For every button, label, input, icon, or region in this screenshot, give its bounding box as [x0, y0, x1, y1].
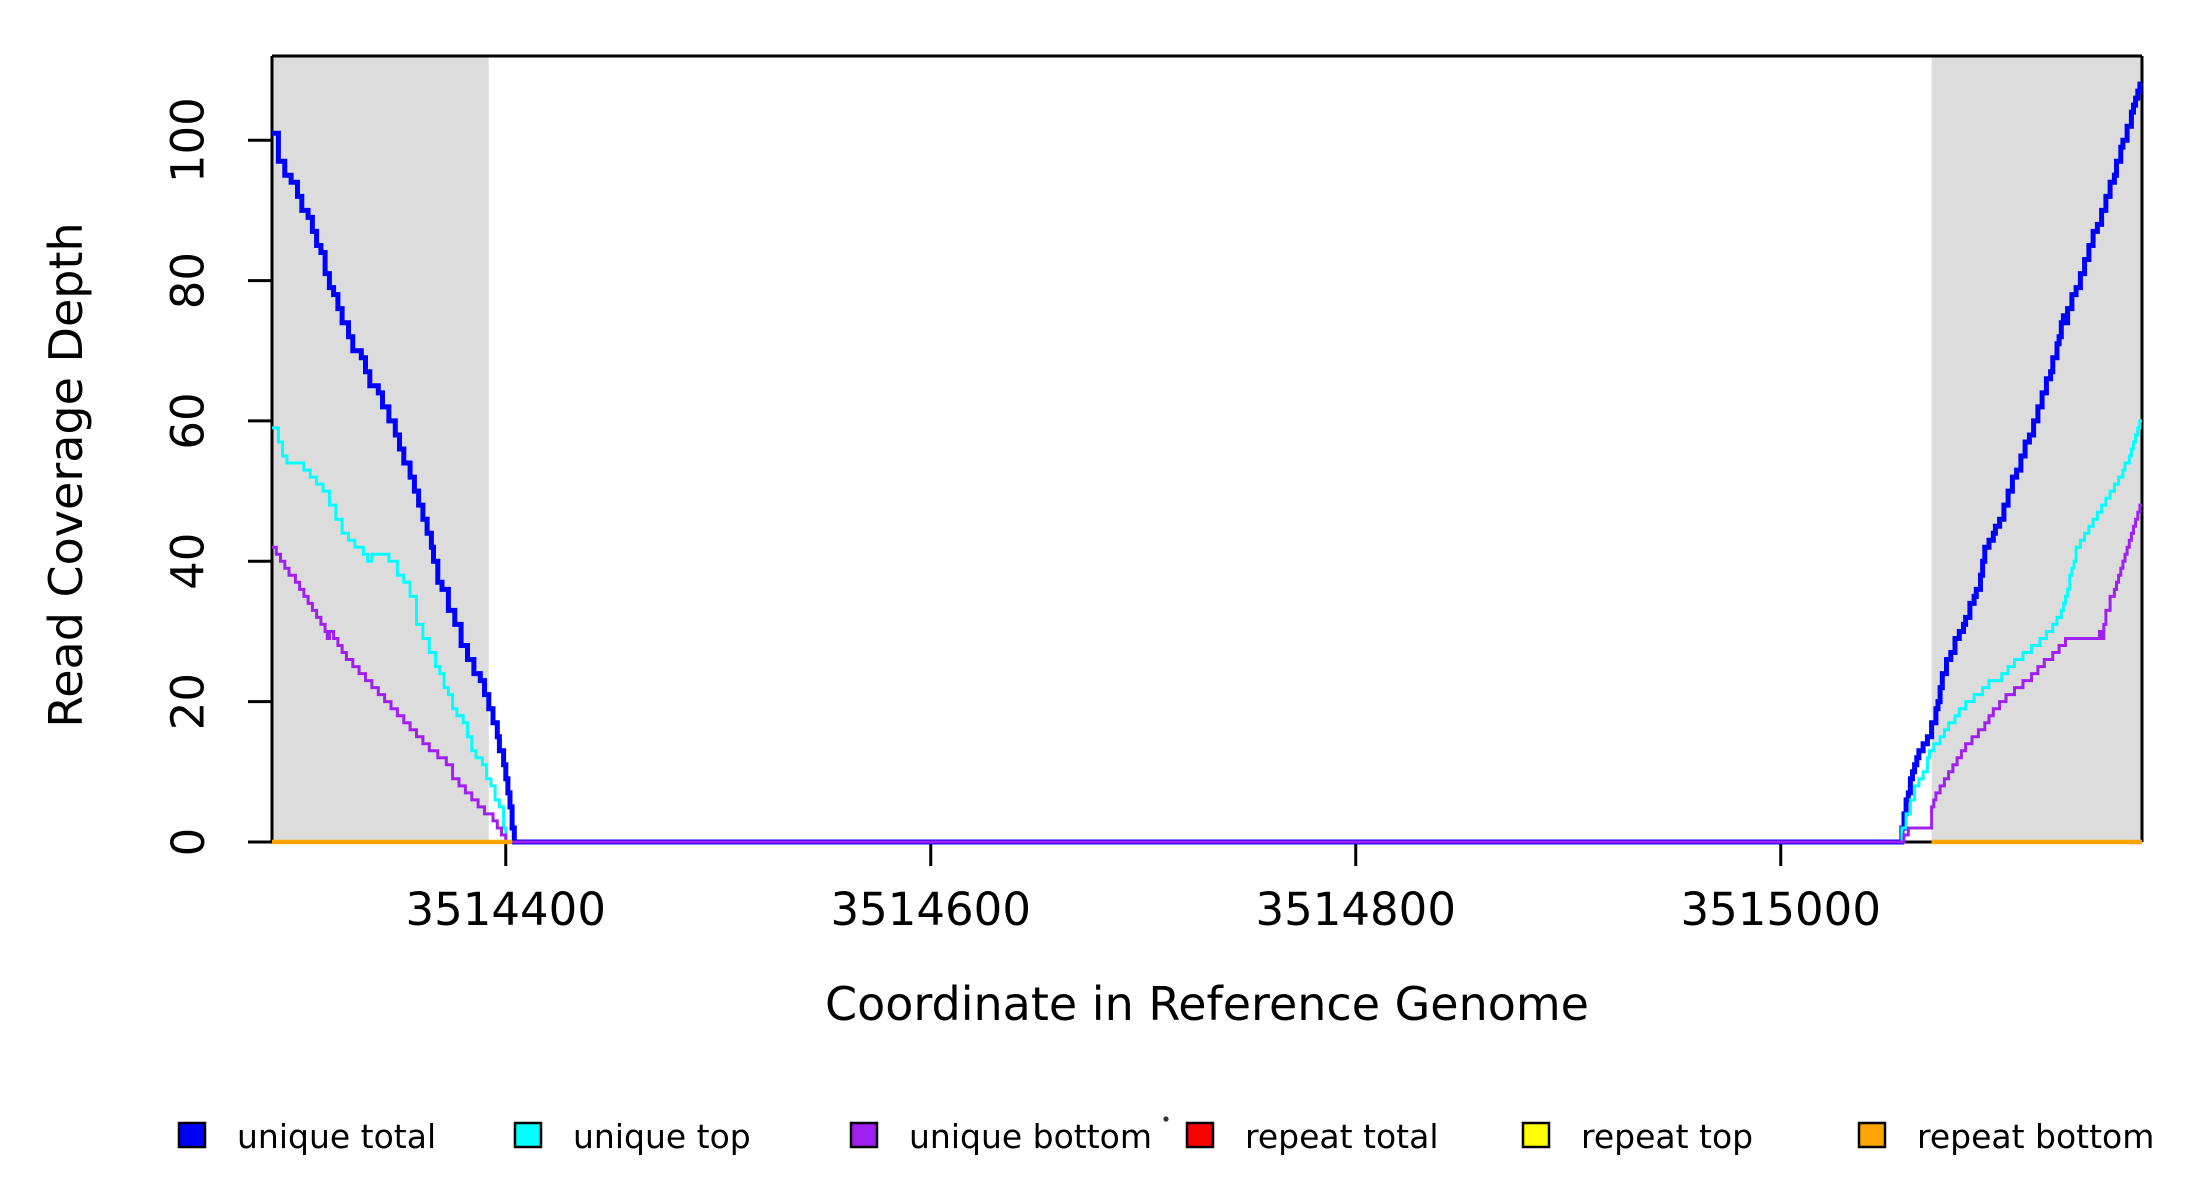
- legend: unique total unique top unique bottom repea…: [177, 1117, 2154, 1156]
- data-series: [272, 81, 2143, 845]
- legend-label-unique-top: unique top: [573, 1117, 751, 1156]
- repeat-region-bands: [272, 56, 2142, 842]
- legend-label-repeat-bottom: repeat bottom: [1917, 1117, 2154, 1156]
- legend-item-unique-total: unique total: [177, 1117, 436, 1156]
- x-tick-label: 3514800: [1256, 883, 1456, 936]
- legend-label-repeat-total: repeat total: [1245, 1117, 1439, 1156]
- legend-item-repeat-total: repeat total: [1185, 1117, 1439, 1156]
- x-axis: 3514400 3514600 3514800 3515000: [406, 842, 1881, 936]
- legend-item-unique-top: unique top: [513, 1117, 751, 1156]
- legend-swatch-unique-total: [177, 1121, 207, 1149]
- legend-item-unique-bottom: unique bottom: [849, 1117, 1152, 1156]
- y-tick-label: 80: [162, 252, 215, 309]
- series-unique-total: [272, 81, 2143, 845]
- y-axis-title: Read Coverage Depth: [39, 222, 93, 727]
- x-tick-label: 3514600: [831, 883, 1031, 936]
- legend-swatch-repeat-bottom: [1857, 1121, 1887, 1149]
- legend-swatch-repeat-total: [1185, 1121, 1215, 1149]
- legend-swatch-repeat-top: [1521, 1121, 1551, 1149]
- x-tick-label: 3514400: [406, 883, 606, 936]
- legend-label-unique-bottom: unique bottom: [909, 1117, 1152, 1156]
- y-tick-label: 40: [162, 533, 215, 590]
- repeat-region-left: [272, 56, 489, 842]
- y-tick-label: 60: [162, 392, 215, 449]
- stray-dot-artifact: [1163, 1116, 1169, 1122]
- legend-item-repeat-top: repeat top: [1521, 1117, 1753, 1156]
- legend-swatch-unique-top: [513, 1121, 543, 1149]
- legend-label-unique-total: unique total: [237, 1117, 436, 1156]
- series-unique-bottom: [272, 503, 2142, 844]
- x-axis-title: Coordinate in Reference Genome: [825, 977, 1589, 1031]
- y-tick-label: 100: [162, 97, 215, 183]
- plot-frame: [270, 54, 2144, 844]
- legend-item-repeat-bottom: repeat bottom: [1857, 1117, 2154, 1156]
- legend-swatch-unique-bottom: [849, 1121, 879, 1149]
- series-unique-top: [272, 419, 2142, 844]
- y-tick-label: 0: [162, 828, 215, 857]
- y-tick-label: 20: [162, 673, 215, 730]
- x-tick-label: 3515000: [1681, 883, 1881, 936]
- y-axis: 0 20 40 60 80 100: [162, 97, 272, 856]
- repeat-region-right: [1931, 56, 2142, 842]
- legend-label-repeat-top: repeat top: [1581, 1117, 1753, 1156]
